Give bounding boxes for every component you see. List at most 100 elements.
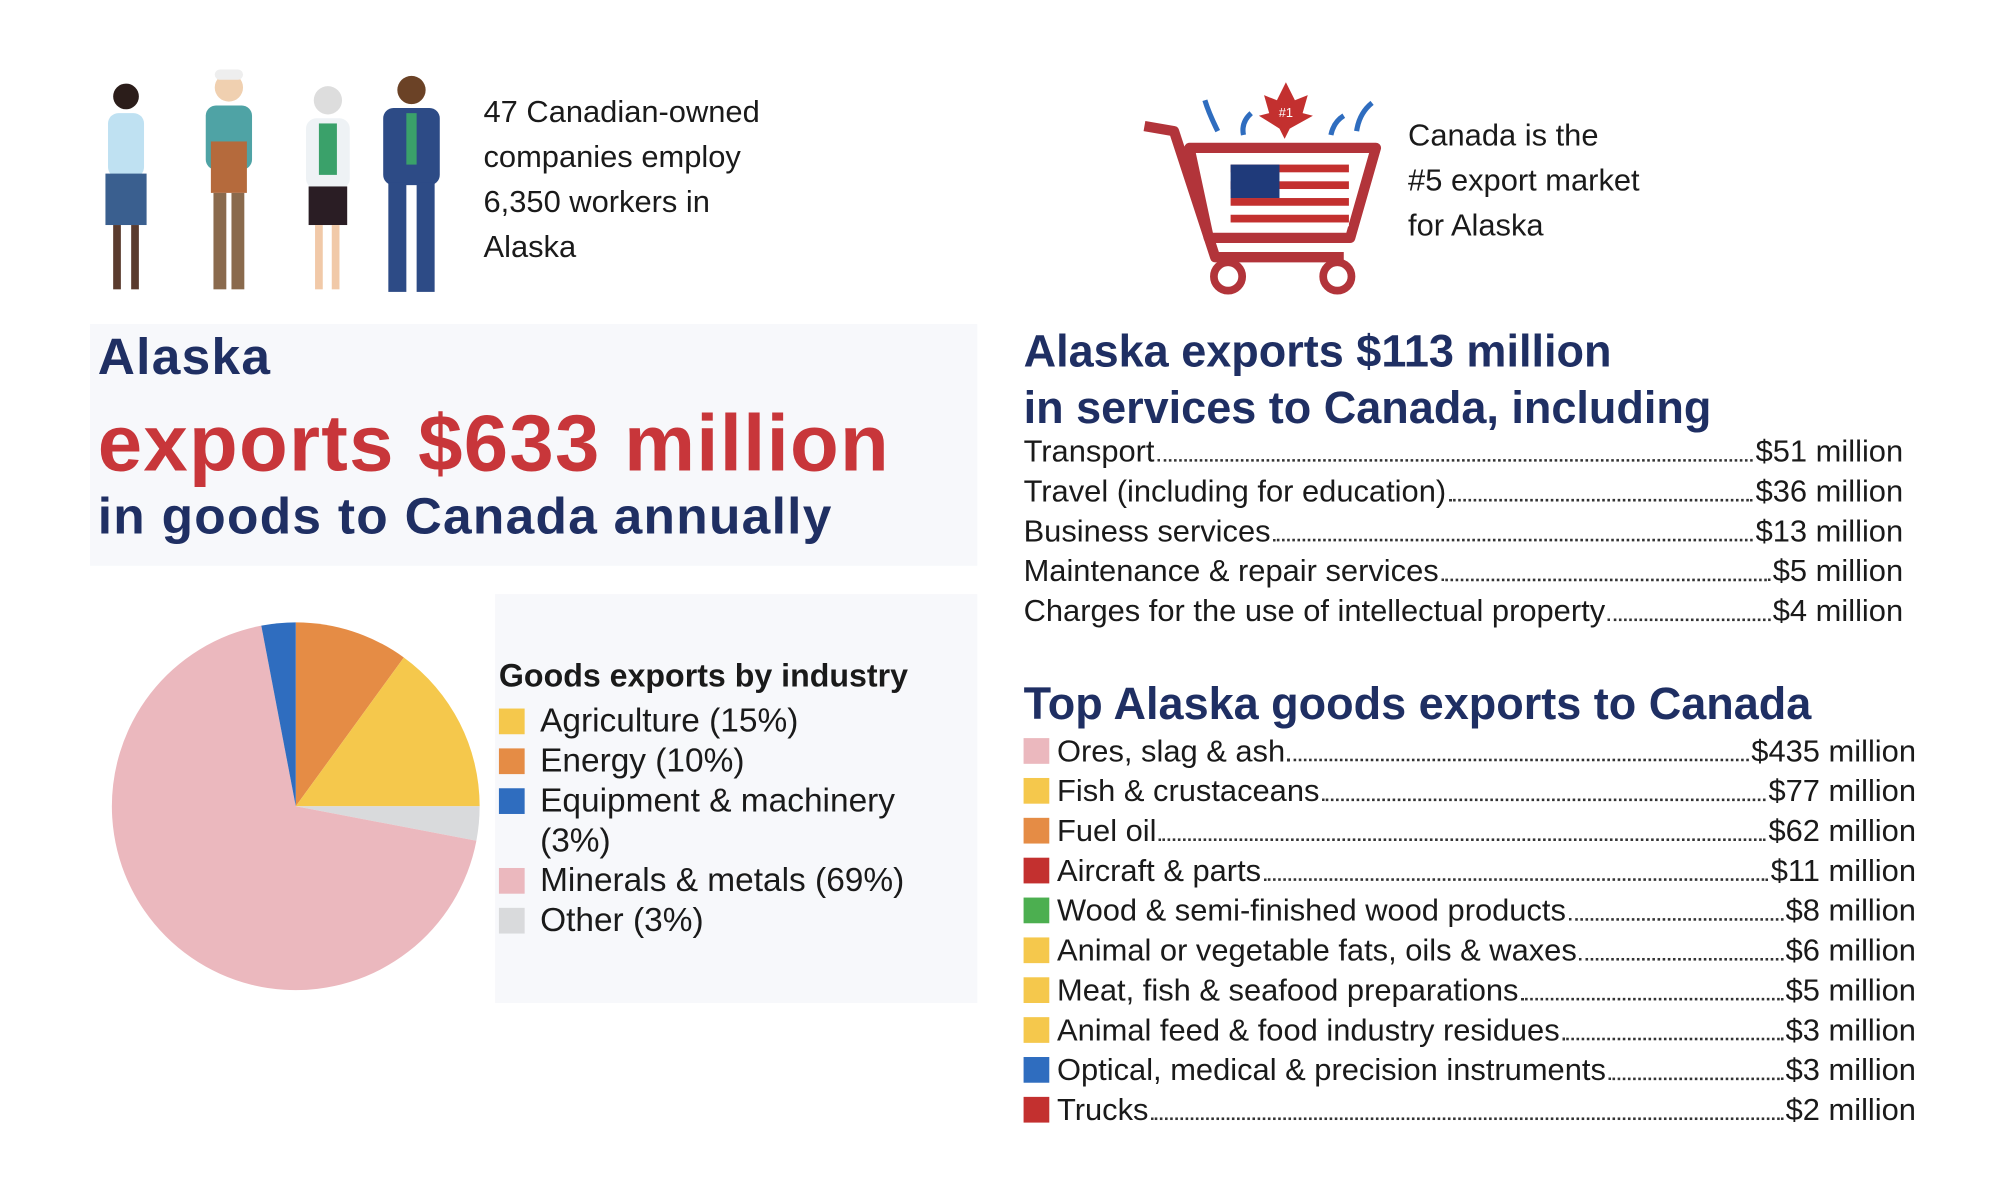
legend-swatch bbox=[498, 748, 525, 775]
list-row: Transport $51 million bbox=[1024, 432, 1904, 472]
title-line: in services to Canada, including bbox=[1023, 383, 1712, 434]
row-label: Travel (including for education) bbox=[1023, 474, 1447, 510]
legend-swatch bbox=[498, 907, 525, 934]
row-label: Fish & crustaceans bbox=[1057, 774, 1320, 809]
list-row: Travel (including for education) $36 mill… bbox=[1024, 472, 1904, 512]
people-illustration bbox=[105, 69, 440, 292]
list-row: Optical, medical & precision instruments… bbox=[1023, 1051, 1916, 1091]
dot-leader bbox=[1521, 997, 1784, 1001]
dot-leader bbox=[1608, 1077, 1784, 1081]
row-value: $77 million bbox=[1768, 774, 1916, 809]
dot-leader bbox=[1263, 878, 1769, 881]
goods-list: Ores, slag & ash $435 million Fish & crust… bbox=[1023, 732, 1916, 1131]
row-label: Wood & semi-finished wood products bbox=[1057, 893, 1566, 929]
legend-label: Energy (10%) bbox=[540, 740, 745, 780]
legend-item: Agriculture (15%) bbox=[498, 700, 923, 741]
dot-leader bbox=[1562, 1037, 1784, 1041]
row-label: Meat, fish & seafood preparations bbox=[1057, 973, 1519, 1009]
title-line: Alaska exports $113 million bbox=[1023, 326, 1612, 377]
legend-panel: Goods exports by industry Agriculture (1… bbox=[495, 594, 978, 1004]
row-label: Business services bbox=[1023, 514, 1271, 550]
note-line: Canada is the bbox=[1408, 118, 1599, 154]
dot-leader bbox=[1441, 578, 1771, 582]
pie-slice bbox=[261, 622, 296, 807]
services-list: Transport $51 million Travel (including fo… bbox=[1024, 432, 1904, 631]
dot-leader bbox=[1157, 459, 1754, 462]
list-row: Meat, fish & seafood preparations $5 mill… bbox=[1023, 971, 1916, 1011]
legend-item: Equipment & machinery (3%) bbox=[498, 780, 923, 861]
dot-leader bbox=[1159, 838, 1766, 841]
list-row: Ores, slag & ash $435 million bbox=[1023, 732, 1916, 772]
row-label: Charges for the use of intellectual prop… bbox=[1023, 594, 1606, 629]
row-value: $13 million bbox=[1755, 514, 1904, 550]
pie-chart bbox=[111, 622, 480, 991]
row-value: $51 million bbox=[1755, 434, 1904, 470]
list-row: Business services $13 million bbox=[1024, 512, 1904, 552]
row-value: $6 million bbox=[1785, 933, 1916, 969]
legend-item: Energy (10%) bbox=[498, 740, 923, 781]
swatch bbox=[1023, 817, 1050, 844]
market-note: Canada is the #5 export market for Alask… bbox=[1408, 113, 1640, 248]
note-line: 47 Canadian-owned bbox=[483, 95, 760, 130]
legend-swatch bbox=[498, 788, 525, 814]
legend-item: Other (3%) bbox=[498, 900, 923, 940]
dot-leader bbox=[1579, 957, 1784, 961]
list-row: Fish & crustaceans $77 million bbox=[1023, 772, 1916, 812]
pie-slice bbox=[295, 657, 480, 807]
legend-label: Equipment & machinery (3%) bbox=[540, 780, 896, 859]
list-row: Aircraft & parts $11 million bbox=[1023, 851, 1916, 891]
row-value: $5 million bbox=[1772, 554, 1904, 589]
person bbox=[205, 69, 253, 290]
swatch bbox=[1023, 777, 1050, 804]
row-label: Optical, medical & precision instruments bbox=[1057, 1053, 1606, 1088]
row-value: $36 million bbox=[1755, 474, 1904, 510]
legend-item: Minerals & metals (69%) bbox=[498, 860, 923, 900]
list-row: Animal or vegetable fats, oils & waxes $6… bbox=[1023, 931, 1916, 971]
legend-swatch bbox=[498, 708, 525, 735]
list-row: Fuel oil $62 million bbox=[1023, 811, 1916, 851]
goods-title: Top Alaska goods exports to Canada bbox=[1023, 678, 1812, 730]
swatch bbox=[1023, 937, 1050, 964]
headline-state: Alaska bbox=[97, 329, 272, 386]
headline-amount: exports $633 million bbox=[97, 399, 891, 489]
row-label: Animal feed & food industry residues bbox=[1057, 1013, 1560, 1049]
pie-slice bbox=[295, 622, 404, 807]
note-line: Alaska bbox=[483, 230, 577, 265]
row-label: Maintenance & repair services bbox=[1023, 554, 1439, 589]
services-title: Alaska exports $113 million in services … bbox=[1024, 324, 1712, 437]
row-value: $2 million bbox=[1785, 1093, 1916, 1128]
headline-rest: in goods to Canada annually bbox=[97, 488, 833, 546]
person bbox=[306, 86, 350, 290]
row-value: $8 million bbox=[1785, 893, 1916, 929]
legend-label: Other (3%) bbox=[540, 900, 704, 939]
dot-leader bbox=[1448, 498, 1754, 502]
list-row: Trucks $2 million bbox=[1023, 1090, 1916, 1130]
row-value: $5 million bbox=[1785, 973, 1916, 1009]
list-row: Maintenance & repair services $5 million bbox=[1024, 552, 1904, 592]
legend-title: Goods exports by industry bbox=[498, 658, 908, 695]
person bbox=[383, 75, 440, 292]
note-line: 6,350 workers in bbox=[483, 185, 710, 220]
row-value: $3 million bbox=[1785, 1053, 1916, 1088]
legend: Agriculture (15%) Energy (10%) Equipment &… bbox=[498, 700, 923, 940]
dot-leader bbox=[1607, 618, 1771, 622]
row-label: Aircraft & parts bbox=[1057, 853, 1262, 889]
note-line: for Alaska bbox=[1408, 208, 1544, 244]
pie-slice bbox=[295, 806, 480, 841]
row-label: Trucks bbox=[1057, 1093, 1149, 1128]
legend-label: Agriculture (15%) bbox=[540, 700, 799, 740]
row-label: Animal or vegetable fats, oils & waxes bbox=[1057, 933, 1577, 969]
list-row: Animal feed & food industry residues $3 m… bbox=[1023, 1011, 1916, 1051]
cart-illustration: #1 bbox=[1143, 82, 1382, 295]
legend-label: Minerals & metals (69%) bbox=[540, 860, 905, 899]
row-label: Ores, slag & ash bbox=[1057, 734, 1286, 769]
swatch bbox=[1023, 897, 1050, 924]
row-label: Fuel oil bbox=[1057, 813, 1157, 849]
swatch bbox=[1023, 977, 1050, 1004]
row-value: $11 million bbox=[1770, 853, 1916, 889]
row-label: Transport bbox=[1023, 434, 1155, 470]
swatch bbox=[1023, 1057, 1050, 1083]
list-row: Charges for the use of intellectual prop… bbox=[1024, 592, 1904, 632]
row-value: $62 million bbox=[1768, 813, 1916, 849]
